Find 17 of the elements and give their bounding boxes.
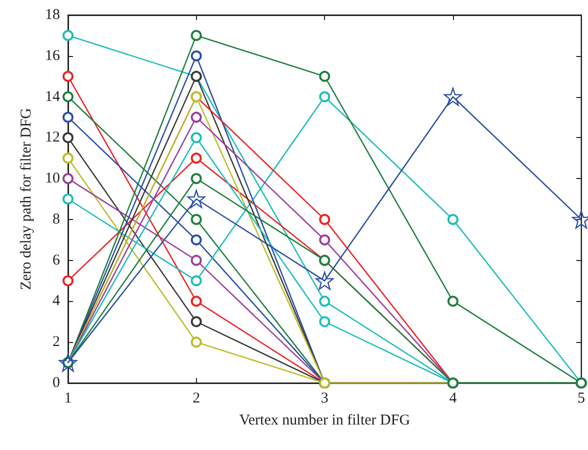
y-tick-label: 14 (45, 88, 60, 105)
x-tick-label: 3 (320, 390, 328, 406)
y-tick-label: 18 (45, 7, 60, 23)
x-tick-label: 2 (192, 390, 200, 406)
y-axis-title: Zero delay path for filter DFG (18, 108, 34, 290)
x-tick-label: 5 (578, 390, 585, 406)
y-tick-label: 6 (52, 252, 60, 268)
y-tick-label: 10 (45, 170, 60, 187)
y-tick-label: 8 (52, 211, 60, 228)
x-tick-label: 1 (64, 390, 72, 406)
x-tick-label: 4 (449, 390, 458, 406)
x-axis-title: Vertex number in filter DFG (239, 412, 410, 428)
y-tick-label: 4 (52, 293, 60, 310)
y-tick-label: 2 (52, 334, 60, 350)
y-tick-label: 16 (45, 48, 60, 64)
y-tick-label: 12 (45, 130, 60, 146)
y-tick-label: 0 (52, 375, 60, 391)
